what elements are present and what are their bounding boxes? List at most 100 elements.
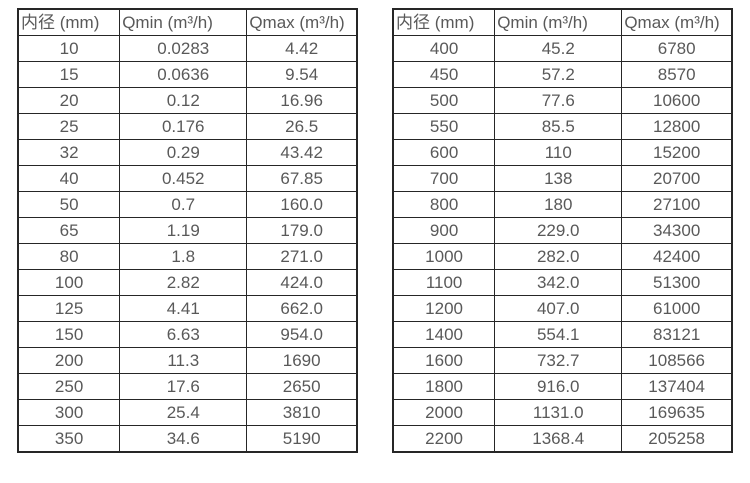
table-cell: 32: [17, 139, 121, 166]
column-header: Qmin (m³/h): [119, 8, 248, 36]
table-cell: 34.6: [119, 425, 248, 453]
table-cell: 57.2: [494, 61, 623, 88]
table-row: 800 180 27100: [392, 191, 733, 218]
table-cell: 407.0: [494, 295, 623, 322]
table-cell: 6780: [621, 35, 733, 62]
table-cell: 1131.0: [494, 399, 623, 426]
table-cell: 4.41: [119, 295, 248, 322]
table-row: 2200 1368.4 205258: [392, 425, 733, 453]
table-cell: 43.42: [246, 139, 358, 166]
table-cell: 50: [17, 191, 121, 218]
table-cell: 2.82: [119, 269, 248, 296]
table-row: 20 0.12 16.96: [17, 87, 358, 114]
table-cell: 282.0: [494, 243, 623, 270]
table-cell: 9.54: [246, 61, 358, 88]
table-cell: 2650: [246, 373, 358, 400]
table-row: 250 17.6 2650: [17, 373, 358, 400]
table-cell: 2000: [392, 399, 496, 426]
table-cell: 662.0: [246, 295, 358, 322]
table-cell: 554.1: [494, 321, 623, 348]
column-header: 内径 (mm): [392, 8, 496, 36]
table-cell: 550: [392, 113, 496, 140]
table-cell: 1.8: [119, 243, 248, 270]
table-cell: 83121: [621, 321, 733, 348]
table-cell: 16.96: [246, 87, 358, 114]
flow-rate-table-right: 内径 (mm) Qmin (m³/h) Qmax (m³/h) 400 45.2 678…: [392, 8, 733, 453]
table-cell: 342.0: [494, 269, 623, 296]
table-cell: 0.29: [119, 139, 248, 166]
table-cell: 205258: [621, 425, 733, 453]
table-cell: 125: [17, 295, 121, 322]
table-header-row: 内径 (mm) Qmin (m³/h) Qmax (m³/h): [17, 8, 358, 36]
table-row: 500 77.6 10600: [392, 87, 733, 114]
table-row: 200 11.3 1690: [17, 347, 358, 374]
table-cell: 11.3: [119, 347, 248, 374]
table-cell: 271.0: [246, 243, 358, 270]
table-cell: 424.0: [246, 269, 358, 296]
table-row: 40 0.452 67.85: [17, 165, 358, 192]
table-row: 150 6.63 954.0: [17, 321, 358, 348]
table-cell: 0.452: [119, 165, 248, 192]
table-row: 1600 732.7 108566: [392, 347, 733, 374]
table-cell: 4.42: [246, 35, 358, 62]
table-cell: 27100: [621, 191, 733, 218]
table-cell: 6.63: [119, 321, 248, 348]
table-cell: 400: [392, 35, 496, 62]
table-cell: 15: [17, 61, 121, 88]
table-cell: 732.7: [494, 347, 623, 374]
table-cell: 900: [392, 217, 496, 244]
table-cell: 180: [494, 191, 623, 218]
table-cell: 17.6: [119, 373, 248, 400]
table-cell: 700: [392, 165, 496, 192]
table-cell: 34300: [621, 217, 733, 244]
table-cell: 8570: [621, 61, 733, 88]
table-cell: 229.0: [494, 217, 623, 244]
table-cell: 65: [17, 217, 121, 244]
column-header: Qmax (m³/h): [246, 8, 358, 36]
table-cell: 5190: [246, 425, 358, 453]
table-cell: 45.2: [494, 35, 623, 62]
table-row: 300 25.4 3810: [17, 399, 358, 426]
table-cell: 26.5: [246, 113, 358, 140]
table-cell: 1690: [246, 347, 358, 374]
table-cell: 110: [494, 139, 623, 166]
table-row: 600 110 15200: [392, 139, 733, 166]
table-cell: 25: [17, 113, 121, 140]
table-row: 15 0.0636 9.54: [17, 61, 358, 88]
table-row: 1400 554.1 83121: [392, 321, 733, 348]
table-row: 1100 342.0 51300: [392, 269, 733, 296]
table-row: 25 0.176 26.5: [17, 113, 358, 140]
table-cell: 0.176: [119, 113, 248, 140]
table-cell: 51300: [621, 269, 733, 296]
table-cell: 40: [17, 165, 121, 192]
table-row: 1000 282.0 42400: [392, 243, 733, 270]
table-cell: 800: [392, 191, 496, 218]
table-row: 700 138 20700: [392, 165, 733, 192]
table-cell: 15200: [621, 139, 733, 166]
table-cell: 20: [17, 87, 121, 114]
table-cell: 1100: [392, 269, 496, 296]
table-cell: 450: [392, 61, 496, 88]
table-row: 80 1.8 271.0: [17, 243, 358, 270]
table-row: 450 57.2 8570: [392, 61, 733, 88]
table-row: 400 45.2 6780: [392, 35, 733, 62]
table-cell: 1800: [392, 373, 496, 400]
flow-rate-table-left: 内径 (mm) Qmin (m³/h) Qmax (m³/h) 10 0.0283 4.…: [17, 8, 358, 453]
table-cell: 138: [494, 165, 623, 192]
table-row: 550 85.5 12800: [392, 113, 733, 140]
table-cell: 150: [17, 321, 121, 348]
table-row: 1200 407.0 61000: [392, 295, 733, 322]
table-cell: 42400: [621, 243, 733, 270]
table-cell: 108566: [621, 347, 733, 374]
table-cell: 1000: [392, 243, 496, 270]
table-cell: 10: [17, 35, 121, 62]
table-cell: 500: [392, 87, 496, 114]
table-cell: 61000: [621, 295, 733, 322]
table-cell: 954.0: [246, 321, 358, 348]
table-cell: 160.0: [246, 191, 358, 218]
column-header: Qmin (m³/h): [494, 8, 623, 36]
table-cell: 600: [392, 139, 496, 166]
table-cell: 1368.4: [494, 425, 623, 453]
column-header: 内径 (mm): [17, 8, 121, 36]
